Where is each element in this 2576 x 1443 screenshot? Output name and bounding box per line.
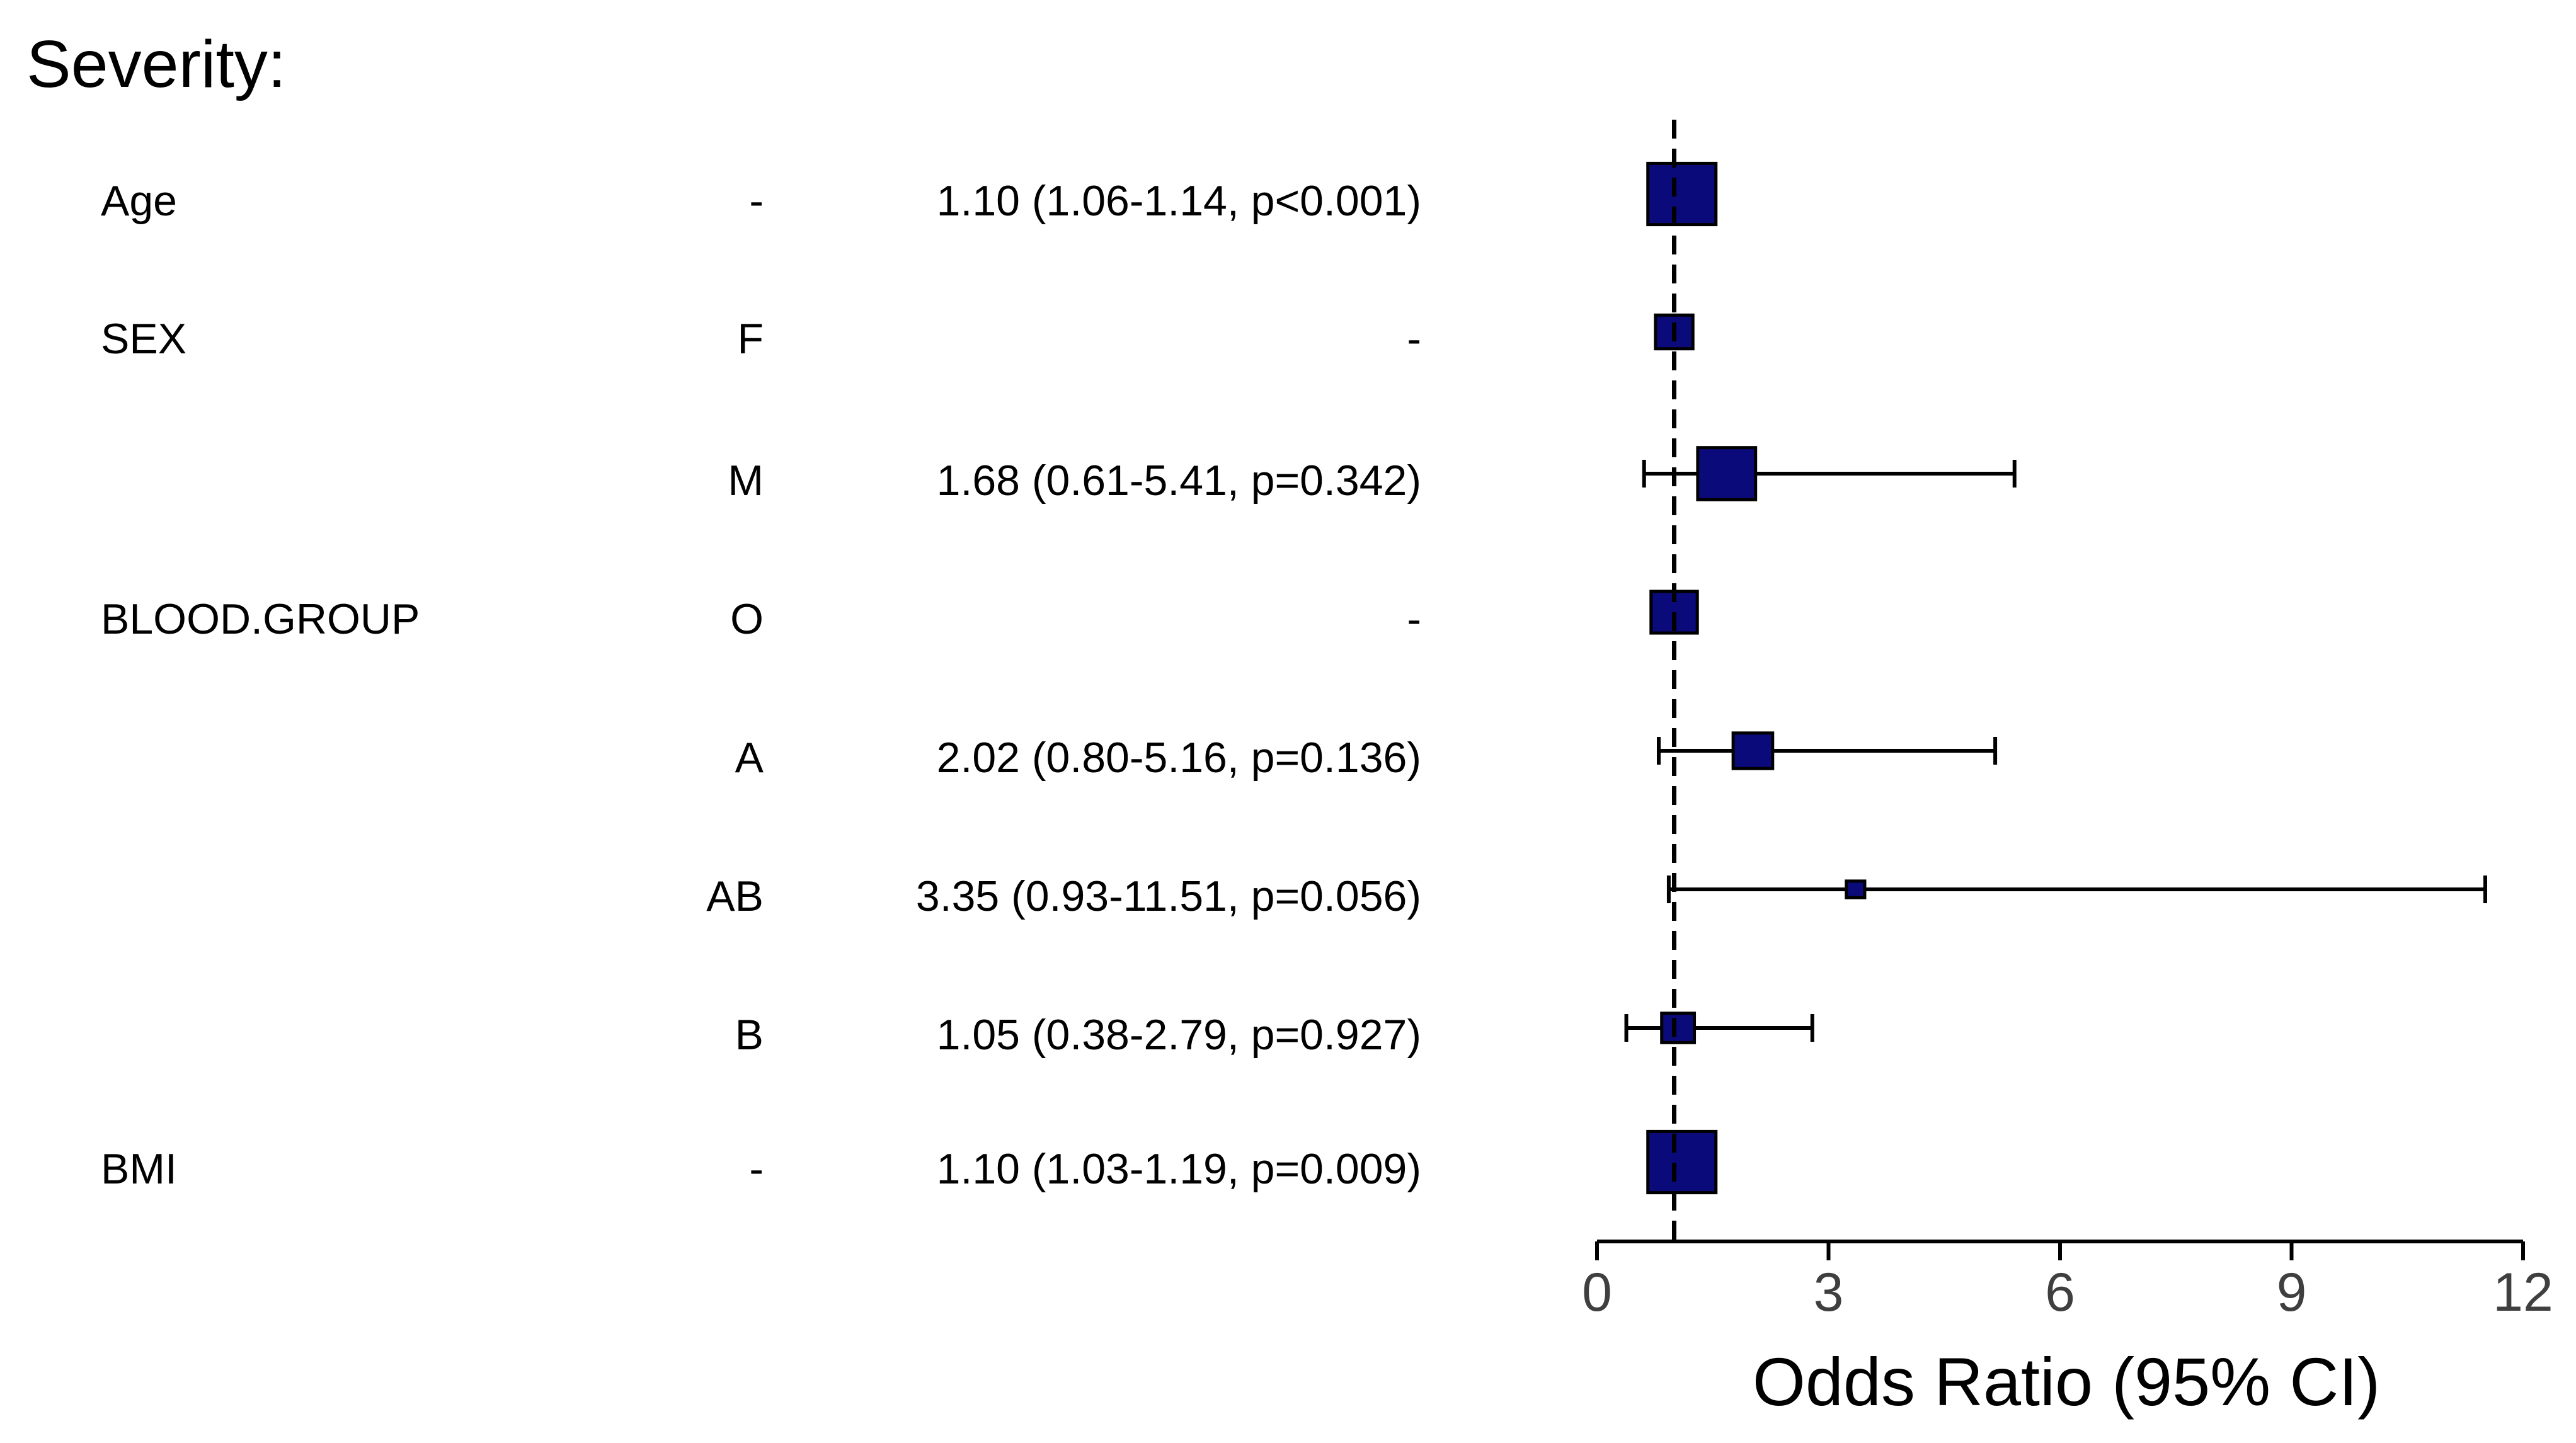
estimate-box <box>1660 1012 1697 1044</box>
row-level-label: M <box>728 457 764 505</box>
x-tick-label: 3 <box>1814 1262 1844 1323</box>
row-level-label: F <box>737 315 764 363</box>
row-level-label: - <box>749 177 764 225</box>
row-estimate-label: - <box>1407 595 1421 643</box>
row-estimate-label: 1.05 (0.38-2.79, p=0.927) <box>937 1011 1421 1059</box>
row-variable-label: BMI <box>101 1145 177 1193</box>
row-level-label: A <box>735 734 764 782</box>
chart-title: Severity: <box>26 27 286 101</box>
plot-marks <box>1624 120 2487 1241</box>
estimate-box <box>1731 731 1775 770</box>
row-level-label: AB <box>706 872 764 920</box>
row-estimate-label: 2.02 (0.80-5.16, p=0.136) <box>937 734 1421 782</box>
estimate-box <box>1696 446 1758 501</box>
x-tick-label: 0 <box>1582 1262 1612 1323</box>
row-variable-label: BLOOD.GROUP <box>101 595 420 643</box>
row-variable-label: Age <box>101 177 177 225</box>
row-estimate-label: 1.68 (0.61-5.41, p=0.342) <box>937 457 1421 505</box>
x-tick-label: 12 <box>2493 1262 2553 1323</box>
row-level-label: - <box>749 1145 764 1193</box>
x-axis: 0 3 6 9 12 <box>1582 1240 2553 1323</box>
row-level-label: B <box>735 1011 764 1059</box>
row-estimate-label: - <box>1407 315 1421 363</box>
row-variable-label: SEX <box>101 315 186 363</box>
row-estimate-label: 1.10 (1.06-1.14, p<0.001) <box>937 177 1421 225</box>
row-estimate-label: 1.10 (1.03-1.19, p=0.009) <box>937 1145 1421 1193</box>
estimate-box <box>1646 1129 1718 1195</box>
x-axis-label: Odds Ratio (95% CI) <box>1753 1343 2380 1420</box>
table-rows: Age - 1.10 (1.06-1.14, p<0.001) SEX F - M 1.68 … <box>101 177 1421 1193</box>
x-tick-label: 9 <box>2277 1262 2307 1323</box>
estimate-box <box>1646 161 1718 227</box>
estimate-box <box>1845 879 1867 899</box>
row-level-label: O <box>730 595 764 643</box>
x-tick-label: 6 <box>2045 1262 2075 1323</box>
row-estimate-label: 3.35 (0.93-11.51, p=0.056) <box>916 872 1421 920</box>
